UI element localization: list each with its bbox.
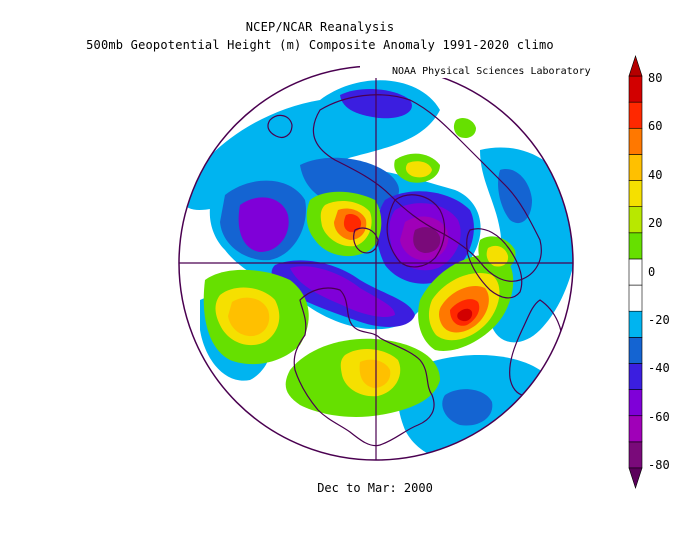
colorbar-tick-label: -60 [648, 409, 670, 424]
coastline-greenland [386, 194, 446, 268]
anomaly-core-bering-inner [290, 266, 395, 317]
colorbar-segment [628, 75, 643, 103]
colorbar-segment [628, 310, 643, 338]
coastline-europe [466, 228, 523, 299]
anomaly-field [179, 66, 573, 460]
anomaly-center-scandinavia-yellow [486, 245, 509, 267]
colorbar-segment [628, 363, 643, 390]
title-line-1: NCEP/NCAR Reanalysis [245, 20, 395, 34]
colorbar-tick-label: -40 [648, 361, 670, 376]
anomaly-core-alaska-inner [238, 197, 289, 252]
colorbar-segment [628, 154, 643, 181]
anomaly-region-far-east-positive [453, 117, 476, 138]
colorbar-segment [628, 415, 643, 443]
footer-date-range: Dec to Mar: 2000 [317, 481, 433, 495]
colorbar-tick-label: -20 [648, 312, 670, 327]
colorbar-min-arrow [628, 467, 643, 489]
coastline-japan [267, 114, 293, 138]
coastline-eurasia [312, 94, 542, 282]
anomaly-core-siberia-center [413, 227, 441, 253]
colorbar-tick-label: 80 [648, 71, 663, 85]
anomaly-center-europe-yellow [405, 161, 432, 178]
anomaly-center-america-orange [359, 359, 391, 388]
anomaly-center-pacific-orange [228, 297, 270, 337]
anomaly-center-arctic-red [343, 213, 362, 233]
coastline-arctic-islands [353, 227, 379, 254]
colorbar [628, 55, 643, 489]
colorbar-tick-label: 60 [648, 119, 663, 134]
colorbar-tick-label: 20 [648, 216, 663, 231]
colorbar-tick-label: 40 [648, 167, 663, 182]
colorbar-tick-label: -80 [648, 458, 670, 472]
colorbar-segment [628, 101, 643, 129]
credit-text: NOAA Physical Sciences Laboratory [392, 66, 591, 77]
colorbar-max-arrow [628, 55, 643, 77]
colorbar-segment [628, 232, 643, 260]
colorbar-segment [628, 441, 643, 469]
anomaly-center-atlantic-darkred [457, 308, 473, 322]
colorbar-tick-label: 0 [648, 264, 656, 279]
colorbar-segment [628, 258, 643, 286]
colorbar-segment [628, 180, 643, 207]
colorbar-segment [628, 284, 643, 312]
colorbar-segment [628, 127, 643, 155]
credit-box [360, 62, 576, 78]
title-line-2: 500mb Geopotential Height (m) Composite … [86, 38, 554, 52]
colorbar-segment [628, 389, 643, 417]
coastline-north-america [293, 287, 435, 447]
colorbar-segment [628, 337, 643, 364]
colorbar-segment [628, 206, 643, 234]
anomaly-core-atlantic-south [442, 389, 493, 426]
